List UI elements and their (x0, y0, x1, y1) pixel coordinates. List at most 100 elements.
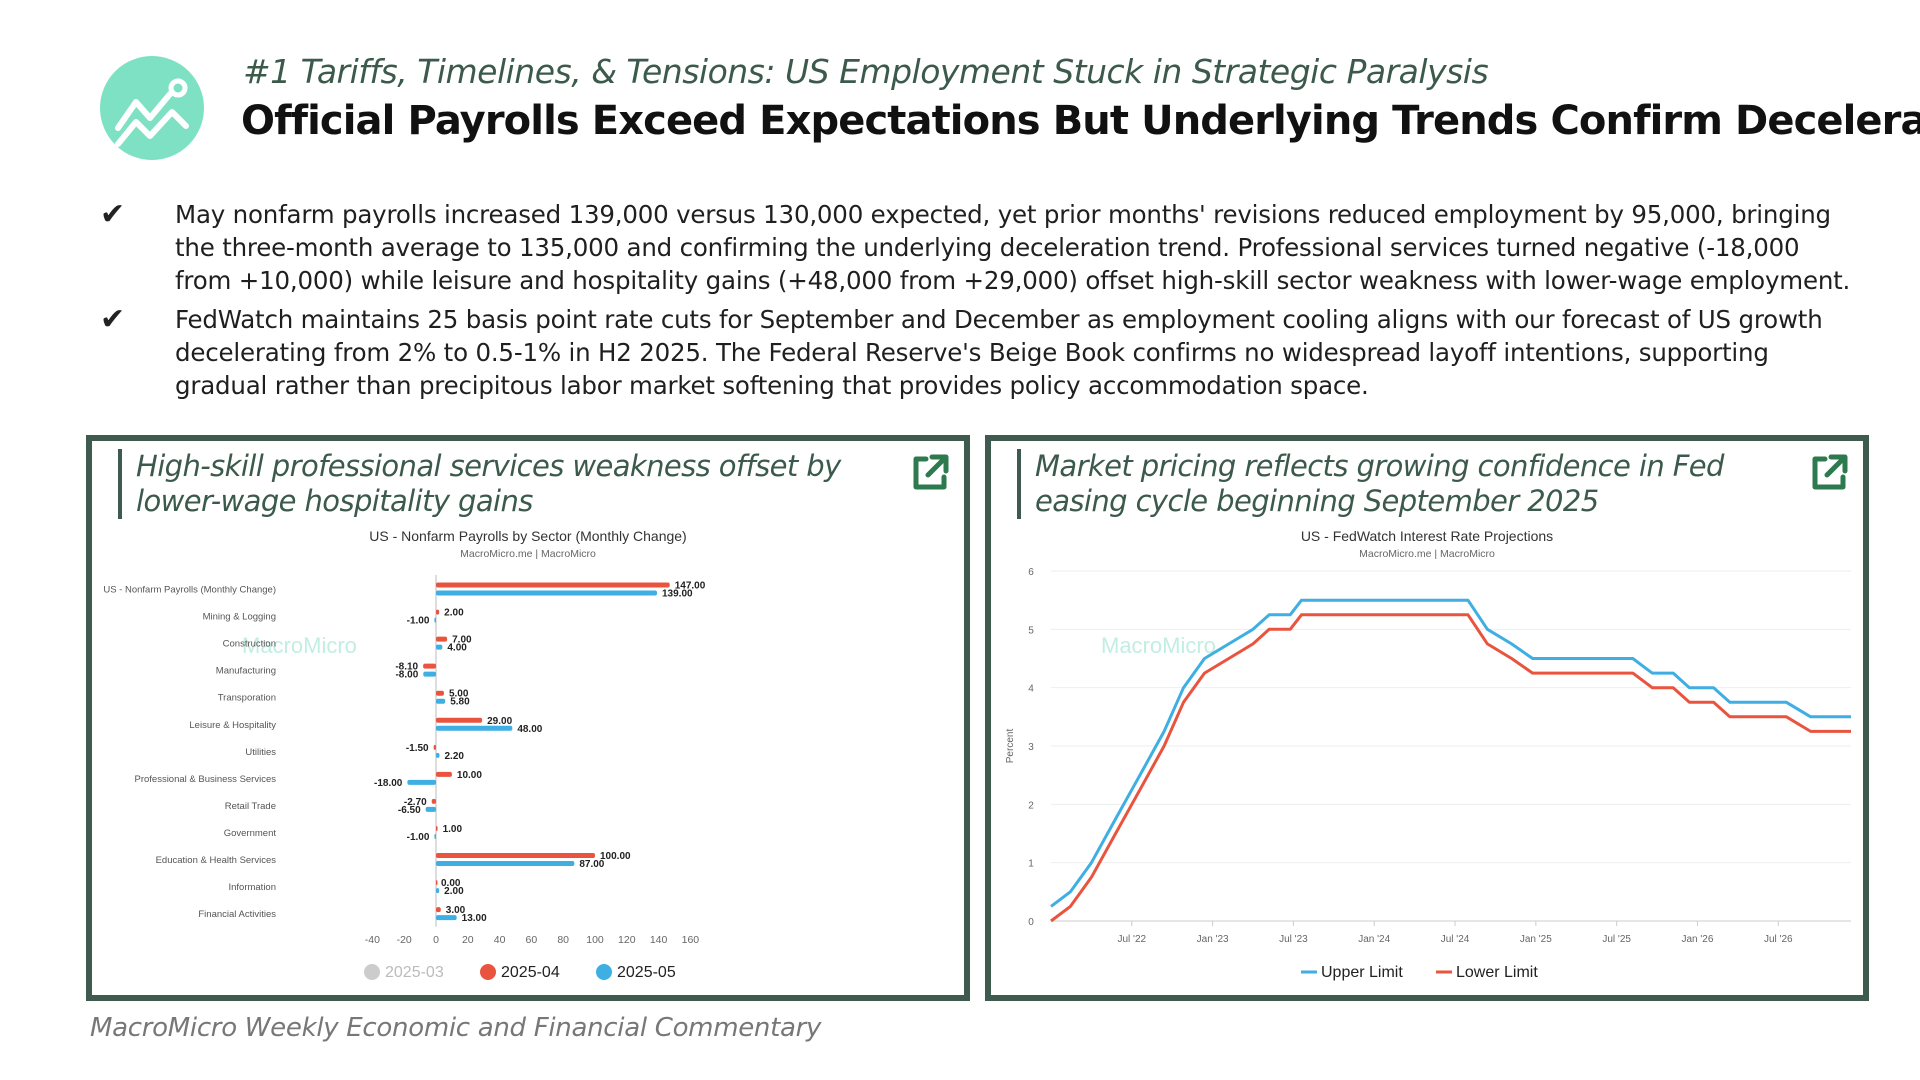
y-tick-label: 2 (1028, 800, 1034, 811)
kicker-title: #1 Tariffs, Timelines, & Tensions: US Em… (243, 52, 1489, 91)
bullet-text: May nonfarm payrolls increased 139,000 v… (175, 200, 1851, 295)
x-tick-label: -40 (365, 934, 380, 946)
payrolls-panel: US - Nonfarm Payrolls by Sector (Monthly… (86, 435, 970, 1001)
fedwatch-panel: US - FedWatch Interest Rate Projections M… (985, 435, 1869, 1001)
data-label: -1.00 (407, 616, 430, 627)
y-tick-label: 3 (1028, 742, 1034, 753)
checkmark-icon: ✔ (100, 302, 125, 337)
category-label: Professional & Business Services (134, 774, 276, 785)
bullet-list: ✔ May nonfarm payrolls increased 139,000… (100, 198, 1860, 408)
bar-2025-05 (436, 915, 457, 921)
bar-2025-05 (423, 671, 436, 677)
data-label: 5.00 (449, 689, 469, 700)
watermark: MacroMicro (242, 633, 357, 658)
bar-2025-05 (436, 752, 440, 758)
chart-subtitle: MacroMicro.me | MacroMicro (460, 548, 596, 560)
data-label: 48.00 (517, 724, 542, 735)
bar-2025-04 (436, 825, 438, 831)
bar-2025-04 (436, 636, 448, 642)
bar-2025-05 (436, 590, 658, 596)
bar-2025-05 (407, 779, 436, 785)
data-label: -8.10 (395, 662, 418, 673)
category-label: Utilities (245, 747, 276, 758)
panel-title: High-skill professional services weaknes… (118, 449, 878, 519)
bar-2025-05 (434, 617, 436, 623)
data-label: 3.00 (446, 905, 466, 916)
category-label: Leisure & Hospitality (189, 720, 276, 731)
x-tick-label: Jan '26 (1681, 934, 1713, 945)
x-tick-label: 120 (618, 934, 636, 946)
watermark: MacroMicro (1101, 633, 1216, 658)
bar-2025-04 (436, 582, 670, 588)
bar-2025-05 (436, 698, 446, 704)
category-label: Information (228, 882, 276, 893)
bullet-item: ✔ FedWatch maintains 25 basis point rate… (100, 303, 1860, 402)
x-tick-label: 40 (494, 934, 506, 946)
y-tick-label: 1 (1028, 859, 1034, 870)
x-tick-label: Jul '24 (1441, 934, 1470, 945)
bar-2025-04 (433, 744, 436, 750)
x-tick-label: Jan '23 (1197, 934, 1229, 945)
footer-caption: MacroMicro Weekly Economic and Financial… (90, 1013, 822, 1043)
data-label: -2.70 (404, 797, 427, 808)
data-label: 10.00 (457, 770, 482, 781)
category-label: Government (224, 828, 277, 839)
bar-2025-05 (434, 833, 436, 839)
category-label: Financial Activities (198, 909, 276, 920)
chart-title: US - Nonfarm Payrolls by Sector (Monthly… (369, 528, 686, 544)
legend-marker (364, 964, 380, 980)
x-tick-label: Jul '23 (1279, 934, 1308, 945)
bar-2025-04 (423, 663, 436, 669)
data-label: 1.00 (443, 824, 463, 835)
legend-marker (480, 964, 496, 980)
y-tick-label: 0 (1028, 917, 1034, 928)
logo-badge (100, 56, 204, 160)
series-line-upper-limit (1050, 598, 1851, 908)
x-tick-label: 80 (557, 934, 569, 946)
legend-label: 2025-05 (617, 964, 676, 981)
external-link-icon[interactable] (1807, 451, 1851, 495)
x-tick-label: 0 (433, 934, 439, 946)
external-link-icon[interactable] (908, 451, 952, 495)
data-label: -18.00 (374, 778, 403, 789)
bar-2025-05 (436, 644, 443, 650)
data-label: 13.00 (462, 913, 487, 924)
bar-2025-04 (431, 798, 436, 804)
page-title: Official Payrolls Exceed Expectations Bu… (241, 98, 1920, 144)
bar-2025-05 (425, 806, 436, 812)
y-axis-label: Percent (1005, 729, 1016, 764)
bar-2025-04 (436, 609, 440, 615)
payrolls-bar-chart: US - Nonfarm Payrolls by Sector (Monthly… (103, 528, 706, 981)
bar-2025-04 (436, 853, 595, 859)
x-tick-label: 20 (462, 934, 474, 946)
category-label: Transporation (218, 693, 276, 704)
data-label: -8.00 (395, 670, 418, 681)
legend-label: 2025-03 (385, 964, 444, 981)
data-label: 2.00 (444, 608, 464, 619)
category-label: Mining & Logging (203, 612, 276, 623)
x-tick-label: 160 (682, 934, 700, 946)
bar-2025-05 (436, 888, 440, 894)
panel-title: Market pricing reflects growing confiden… (1017, 449, 1777, 519)
category-label: Manufacturing (216, 666, 276, 677)
data-label: 147.00 (675, 581, 706, 592)
data-label: 100.00 (600, 851, 631, 862)
x-tick-label: Jul '25 (1602, 934, 1631, 945)
data-label: 4.00 (447, 643, 467, 654)
x-tick-label: 60 (526, 934, 538, 946)
bar-2025-04 (436, 690, 444, 696)
category-label: Retail Trade (225, 801, 276, 812)
chart-title: US - FedWatch Interest Rate Projections (1301, 528, 1553, 544)
checkmark-icon: ✔ (100, 197, 125, 232)
data-label: -1.00 (407, 832, 430, 843)
bar-2025-05 (436, 725, 513, 731)
chart-subtitle: MacroMicro.me | MacroMicro (1359, 548, 1495, 560)
bar-2025-04 (436, 907, 441, 913)
data-label: -1.50 (406, 743, 429, 754)
x-tick-label: -20 (397, 934, 412, 946)
bar-2025-04 (436, 880, 438, 886)
x-tick-label: Jul '22 (1118, 934, 1147, 945)
x-tick-label: 140 (650, 934, 668, 946)
category-label: Construction (223, 639, 276, 650)
x-tick-label: Jan '24 (1358, 934, 1390, 945)
